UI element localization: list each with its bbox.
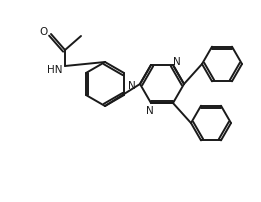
Text: O: O: [40, 27, 48, 37]
Text: N: N: [146, 106, 154, 116]
Text: N: N: [128, 81, 136, 91]
Text: N: N: [173, 57, 181, 67]
Text: HN: HN: [47, 65, 63, 75]
